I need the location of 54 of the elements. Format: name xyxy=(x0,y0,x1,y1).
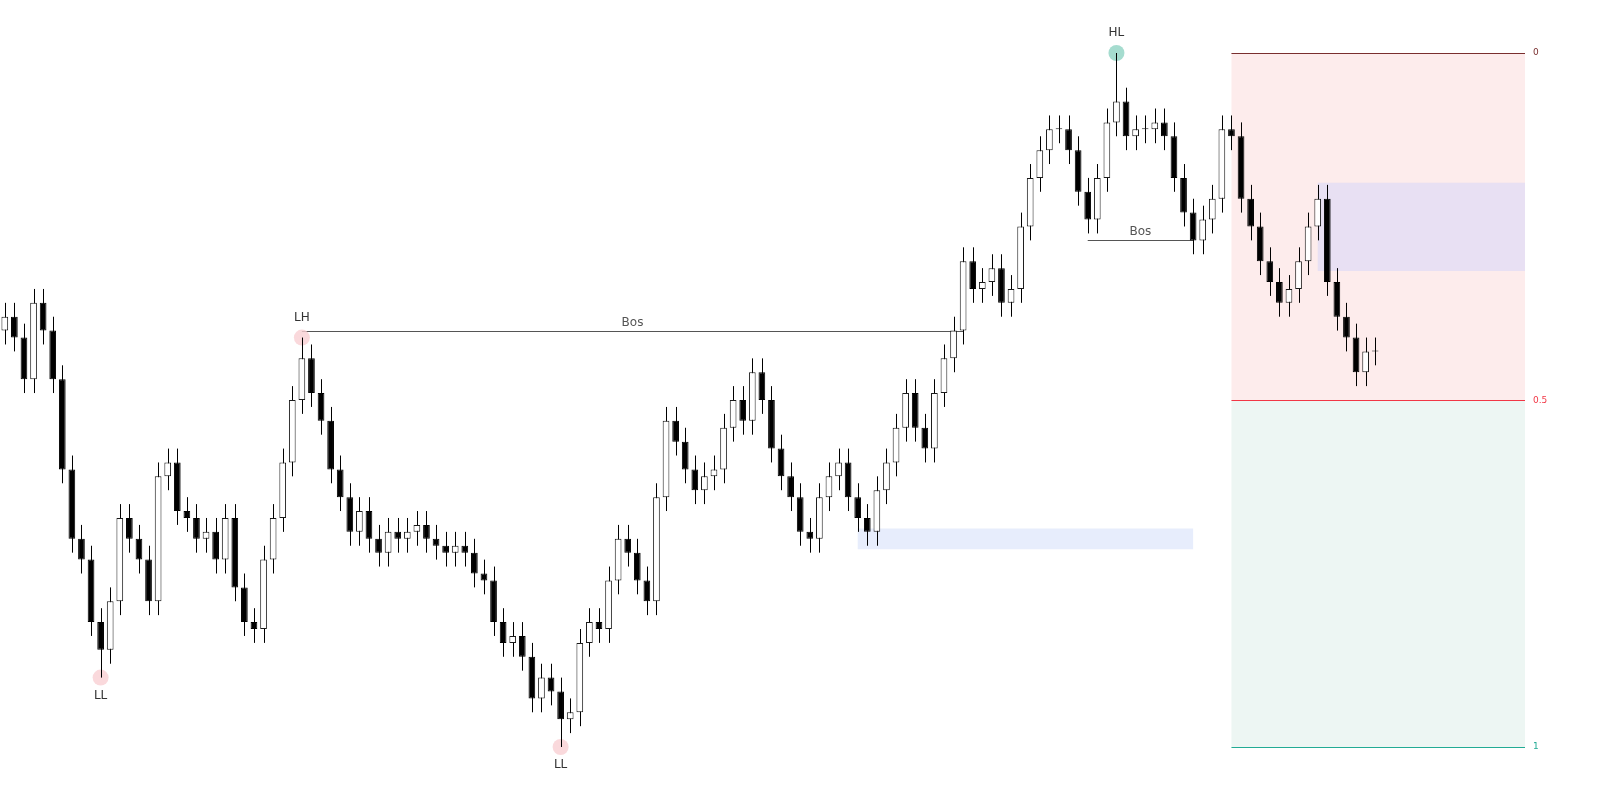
candlestick xyxy=(739,385,747,436)
annotation: LL xyxy=(93,687,108,702)
candlestick xyxy=(461,531,469,568)
candlestick xyxy=(1132,114,1139,151)
candlestick xyxy=(451,531,459,568)
candlestick xyxy=(835,448,842,491)
candlestick xyxy=(624,524,632,568)
candlestick xyxy=(1228,114,1235,151)
candlestick xyxy=(863,503,871,547)
candlestick xyxy=(1208,184,1216,234)
candlestick xyxy=(538,663,545,713)
annotation: HL xyxy=(1108,25,1125,40)
candlestick xyxy=(442,531,449,568)
candlestick xyxy=(356,496,363,547)
candlestick xyxy=(806,517,814,554)
candlestick xyxy=(78,524,85,574)
text: 1 xyxy=(1533,741,1539,752)
candlestick xyxy=(403,517,411,554)
ref-line-label: 0.5 xyxy=(1533,394,1548,405)
candlestick xyxy=(1199,205,1207,255)
ref-line-label: Bos xyxy=(1129,223,1152,238)
candlestick xyxy=(471,538,478,588)
candlestick xyxy=(586,607,593,658)
candlestick xyxy=(854,482,862,533)
candlestick xyxy=(394,517,402,554)
candlestick xyxy=(518,621,526,672)
candlestick xyxy=(509,621,517,658)
candlestick xyxy=(1046,114,1053,165)
candlestick xyxy=(193,503,200,554)
candlestick xyxy=(701,461,708,505)
candlestick xyxy=(672,406,679,457)
candlestick xyxy=(1362,337,1369,387)
candlestick xyxy=(1276,267,1283,318)
candlestick xyxy=(1151,108,1159,144)
candlestick xyxy=(978,267,986,304)
candlestick xyxy=(1343,302,1350,352)
candlestick xyxy=(164,448,172,491)
candlestick xyxy=(1113,52,1120,137)
candlestick xyxy=(1,302,9,345)
candlestick xyxy=(375,524,382,568)
candlestick xyxy=(787,461,794,512)
candlestick xyxy=(1065,114,1072,165)
candlestick xyxy=(126,503,133,554)
candlestick xyxy=(691,455,699,505)
candlestick xyxy=(921,413,929,463)
text: 0 xyxy=(1533,47,1539,58)
annotation: LH xyxy=(294,309,310,324)
annotation: LL xyxy=(553,757,568,772)
candlestick xyxy=(11,302,18,352)
candlestick xyxy=(1161,108,1168,151)
ref-line-label: Bos xyxy=(621,314,644,329)
candlestick xyxy=(423,510,430,554)
candlestick xyxy=(1266,246,1274,297)
candlestick xyxy=(566,697,574,734)
